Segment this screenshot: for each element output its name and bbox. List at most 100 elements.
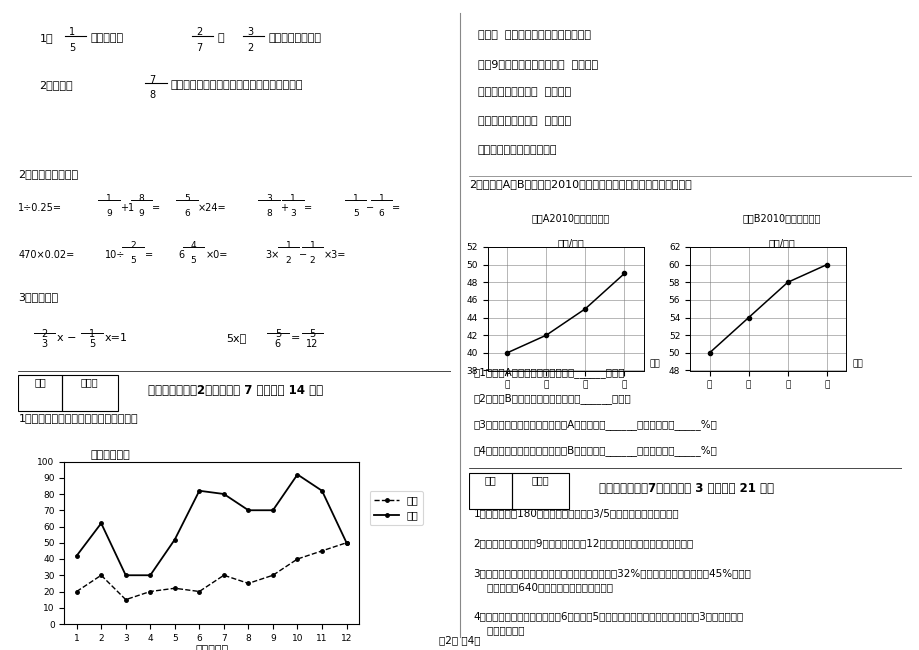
Text: 6: 6 xyxy=(184,209,189,218)
Text: 1: 1 xyxy=(89,329,95,339)
Text: +1: +1 xyxy=(119,203,134,213)
Text: （3）四季度与一季度相比，工厂A产值增加了______万元，增加了_____%。: （3）四季度与一季度相比，工厂A产值增加了______万元，增加了_____%。 xyxy=(473,419,717,430)
Text: −: − xyxy=(300,250,307,259)
Text: ⑵、9月份收入和支出相差（  ）万元。: ⑵、9月份收入和支出相差（ ）万元。 xyxy=(477,59,597,69)
Text: 和乙数相等，甲数和乙数的比的比值是多少？: 和乙数相等，甲数和乙数的比的比值是多少？ xyxy=(171,81,303,90)
Text: 1: 1 xyxy=(309,240,315,250)
Text: 470×0.02=: 470×0.02= xyxy=(18,250,74,259)
Text: 2、直接写出得数。: 2、直接写出得数。 xyxy=(18,169,78,179)
Text: 评卷人: 评卷人 xyxy=(81,377,98,387)
收入 xyxy=(291,471,302,478)
Text: 工厂B2010年产値统计图: 工厂B2010年产値统计图 xyxy=(742,213,821,223)
Text: （2）工厂B四个季度产值的中位数是______万元。: （2）工厂B四个季度产值的中位数是______万元。 xyxy=(473,393,630,404)
Text: 的倒数减去: 的倒数减去 xyxy=(90,33,123,43)
Text: 第一天卖出640本，两天一共卖出多少本？: 第一天卖出640本，两天一共卖出多少本？ xyxy=(473,582,612,592)
Bar xyxy=(512,473,568,509)
收入 xyxy=(71,552,82,560)
收入 xyxy=(267,506,278,514)
Text: 1: 1 xyxy=(286,240,291,250)
Text: ⑴、（  ）月份收入和支出相差最小。: ⑴、（ ）月份收入和支出相差最小。 xyxy=(477,31,590,40)
Text: 3、新华书店运到一批图书，第一天卖出这批图书的32%，第二天卖出这批图书的45%，已知: 3、新华书店运到一批图书，第一天卖出这批图书的32%，第二天卖出这批图书的45%… xyxy=(473,568,751,578)
Text: 1: 1 xyxy=(69,27,75,38)
Text: 锭重几千克？: 锭重几千克？ xyxy=(473,625,524,635)
Text: 8: 8 xyxy=(150,90,155,100)
X-axis label: 月份（月）: 月份（月） xyxy=(195,645,228,650)
支出 xyxy=(291,555,302,563)
Text: 10÷: 10÷ xyxy=(105,250,125,259)
Text: 5: 5 xyxy=(184,194,189,203)
Text: 6: 6 xyxy=(275,339,280,349)
支出 xyxy=(71,588,82,595)
Text: 3: 3 xyxy=(266,194,272,203)
Text: 5x－: 5x－ xyxy=(226,333,246,343)
Text: 1÷0.25=: 1÷0.25= xyxy=(18,203,62,213)
Text: 与: 与 xyxy=(217,33,223,43)
Text: 五、综合题（共2小题，每题 7 分，共计 14 分）: 五、综合题（共2小题，每题 7 分，共计 14 分） xyxy=(148,385,323,398)
Text: 8: 8 xyxy=(266,209,272,218)
收入 xyxy=(341,539,352,547)
Text: 季度: 季度 xyxy=(649,359,660,369)
Text: 4、一个圆锥形钢锭，底面直径6分米，高5分米，体积多少？如果每立方分米重3千克，这个钢: 4、一个圆锥形钢锭，底面直径6分米，高5分米，体积多少？如果每立方分米重3千克，… xyxy=(473,611,743,621)
Text: 2、甲数的: 2、甲数的 xyxy=(40,81,74,90)
收入 xyxy=(169,536,180,543)
Text: −: − xyxy=(366,203,374,213)
Text: 六、应用题（共7小题，每题 3 分，共计 21 分）: 六、应用题（共7小题，每题 3 分，共计 21 分） xyxy=(598,482,773,495)
Text: 得分: 得分 xyxy=(34,377,46,387)
收入 xyxy=(316,487,327,495)
支出 xyxy=(267,571,278,579)
Text: 工厂A2010年产値统计图: 工厂A2010年产値统计图 xyxy=(530,213,609,223)
支出 xyxy=(243,580,254,588)
Text: 4: 4 xyxy=(190,240,196,250)
Text: x=1: x=1 xyxy=(105,333,128,343)
Text: 1: 1 xyxy=(379,194,384,203)
收入 xyxy=(218,490,229,498)
Text: 5: 5 xyxy=(190,256,196,265)
Bar xyxy=(62,375,118,411)
Text: 9: 9 xyxy=(139,209,144,218)
Text: 8: 8 xyxy=(139,194,144,203)
Text: 5: 5 xyxy=(275,329,280,339)
Text: 7: 7 xyxy=(150,75,155,84)
收入 xyxy=(96,519,107,527)
Line: 支出: 支出 xyxy=(74,541,348,601)
支出 xyxy=(341,539,352,547)
Text: 5: 5 xyxy=(89,339,95,349)
Text: 2: 2 xyxy=(286,256,291,265)
Text: 1: 1 xyxy=(289,194,296,203)
Text: =: = xyxy=(145,250,153,259)
Text: 金额（万元）: 金额（万元） xyxy=(90,450,130,460)
Text: +: + xyxy=(279,203,288,213)
Text: 3×: 3× xyxy=(265,250,278,259)
Text: 1、六年级共有180名学生，其中男生占3/5，六年级有女生多少人？: 1、六年级共有180名学生，其中男生占3/5，六年级有女生多少人？ xyxy=(473,508,678,518)
Text: ×0=: ×0= xyxy=(205,250,227,259)
Text: 5: 5 xyxy=(352,209,358,218)
Text: 第2页 共4页: 第2页 共4页 xyxy=(438,635,481,645)
Legend: 支出, 收入: 支出, 收入 xyxy=(369,491,423,525)
Bar xyxy=(469,473,512,509)
支出 xyxy=(194,588,205,595)
Text: 产値/万元: 产値/万元 xyxy=(556,238,584,248)
Text: 6: 6 xyxy=(379,209,384,218)
Text: 2: 2 xyxy=(246,43,253,53)
Text: 3: 3 xyxy=(41,339,48,349)
Text: 5: 5 xyxy=(69,43,75,53)
Text: 2: 2 xyxy=(130,240,136,250)
Text: 2: 2 xyxy=(41,329,48,339)
Text: 1、: 1、 xyxy=(40,33,53,43)
支出 xyxy=(218,571,229,579)
支出 xyxy=(316,547,327,555)
Text: 季度: 季度 xyxy=(851,359,862,369)
Text: 3: 3 xyxy=(246,27,253,38)
支出 xyxy=(144,588,155,595)
Text: 1: 1 xyxy=(107,194,112,203)
支出 xyxy=(96,571,107,579)
Text: =: = xyxy=(303,203,312,213)
Text: 评卷人: 评卷人 xyxy=(531,474,549,485)
Text: ⑶、全年实际收入（  ）万元。: ⑶、全年实际收入（ ）万元。 xyxy=(477,88,571,97)
Text: 1: 1 xyxy=(352,194,358,203)
Text: 12: 12 xyxy=(306,339,318,349)
Bar xyxy=(18,375,62,411)
Text: 6: 6 xyxy=(178,250,185,259)
Text: =: = xyxy=(392,203,400,213)
Text: 3、解方程。: 3、解方程。 xyxy=(18,292,59,302)
